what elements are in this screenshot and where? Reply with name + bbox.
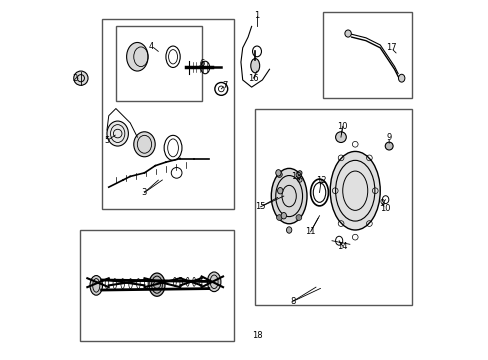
Ellipse shape bbox=[277, 188, 283, 194]
Ellipse shape bbox=[275, 170, 281, 176]
Text: 15: 15 bbox=[255, 202, 265, 211]
Ellipse shape bbox=[107, 121, 128, 146]
Text: 9: 9 bbox=[386, 132, 391, 141]
Ellipse shape bbox=[344, 30, 350, 37]
Ellipse shape bbox=[90, 275, 102, 295]
Circle shape bbox=[74, 71, 88, 85]
Bar bbox=[116, 26, 201, 102]
Bar bbox=[323, 12, 411, 98]
Text: 12: 12 bbox=[315, 176, 326, 185]
Ellipse shape bbox=[207, 272, 221, 292]
Text: 17: 17 bbox=[385, 43, 395, 52]
Text: 18: 18 bbox=[251, 331, 262, 340]
Bar bbox=[255, 109, 411, 305]
Circle shape bbox=[295, 215, 301, 220]
Text: 11: 11 bbox=[305, 227, 315, 236]
Ellipse shape bbox=[126, 42, 148, 71]
Text: 7: 7 bbox=[222, 81, 227, 90]
Text: 3: 3 bbox=[142, 188, 147, 197]
Ellipse shape bbox=[250, 59, 259, 73]
Ellipse shape bbox=[385, 142, 392, 150]
Ellipse shape bbox=[271, 168, 306, 224]
Text: 2: 2 bbox=[72, 74, 77, 83]
Text: 9: 9 bbox=[379, 199, 384, 208]
Text: 4: 4 bbox=[149, 41, 154, 50]
Text: 13: 13 bbox=[290, 172, 301, 181]
Ellipse shape bbox=[134, 132, 155, 157]
Text: 5: 5 bbox=[104, 136, 109, 145]
Text: 8: 8 bbox=[289, 297, 295, 306]
Text: 10: 10 bbox=[337, 122, 347, 131]
Text: 14: 14 bbox=[337, 242, 347, 251]
Ellipse shape bbox=[281, 212, 286, 219]
Text: 1: 1 bbox=[254, 11, 259, 20]
Text: 6: 6 bbox=[199, 59, 204, 68]
Circle shape bbox=[276, 215, 282, 220]
Ellipse shape bbox=[335, 132, 346, 143]
Circle shape bbox=[276, 172, 282, 177]
Circle shape bbox=[295, 172, 301, 177]
Bar bbox=[102, 19, 233, 208]
Bar bbox=[80, 230, 233, 341]
Text: 16: 16 bbox=[247, 74, 258, 83]
Ellipse shape bbox=[297, 171, 302, 175]
Ellipse shape bbox=[286, 227, 291, 233]
Ellipse shape bbox=[398, 74, 404, 82]
Ellipse shape bbox=[149, 273, 164, 296]
Ellipse shape bbox=[329, 152, 380, 230]
Text: 10: 10 bbox=[380, 204, 390, 213]
